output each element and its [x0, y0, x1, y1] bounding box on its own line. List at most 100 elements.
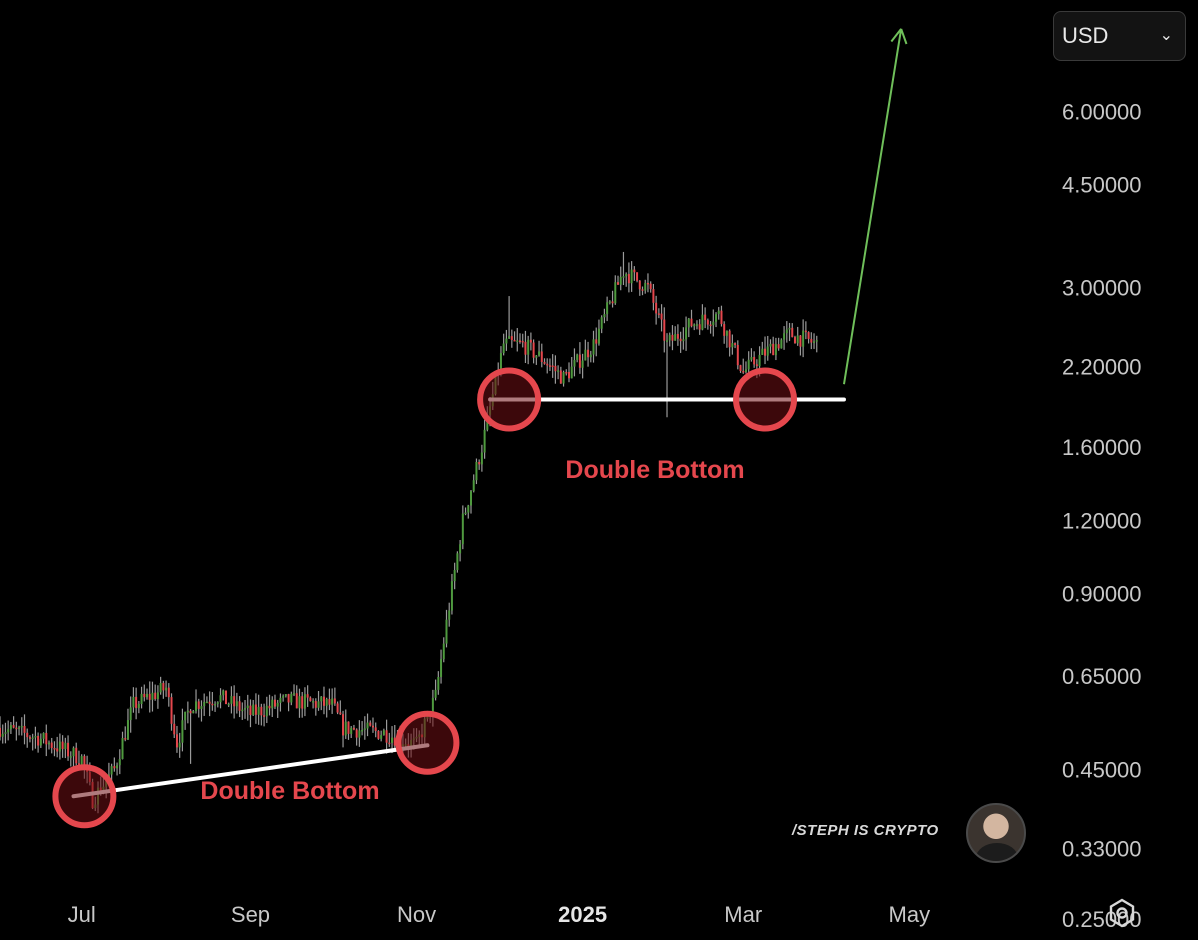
- y-tick-label: 0.65000: [1062, 664, 1142, 689]
- candle-down: [28, 737, 31, 739]
- candle-up: [758, 354, 761, 367]
- candle-down: [638, 280, 641, 290]
- candle-down: [377, 730, 380, 739]
- candle-up: [608, 301, 611, 303]
- candle-up: [701, 314, 704, 330]
- candle-down: [772, 343, 775, 356]
- candle-down: [263, 715, 266, 717]
- candle-down: [393, 737, 396, 746]
- x-tick-label: Mar: [724, 902, 762, 927]
- candle-down: [208, 701, 211, 704]
- y-tick-label: 3.00000: [1062, 275, 1142, 300]
- candle-up: [619, 276, 622, 285]
- candle-down: [546, 363, 549, 366]
- candle-down: [807, 332, 810, 339]
- candle-up: [508, 336, 511, 339]
- candle-down: [45, 732, 48, 745]
- candle-down: [369, 722, 372, 726]
- candle-up: [625, 274, 628, 277]
- candle-down: [273, 699, 276, 707]
- currency-selector[interactable]: USD ⌄: [1053, 11, 1186, 61]
- double-bottom-circle: [733, 367, 798, 432]
- candle-up: [298, 696, 301, 709]
- arrow-head: [890, 28, 902, 43]
- candle-up: [461, 513, 464, 545]
- candle-down: [617, 282, 620, 285]
- candle-up: [184, 711, 187, 721]
- candle-up: [600, 317, 603, 329]
- candle-up: [682, 339, 685, 342]
- candle-up: [361, 729, 364, 732]
- candle-up: [573, 359, 576, 367]
- candle-down: [736, 344, 739, 366]
- price-axis[interactable]: 8.000006.000004.500003.000002.200001.600…: [1062, 26, 1142, 932]
- candle-up: [58, 741, 61, 752]
- candle-up: [584, 349, 587, 361]
- candle-down: [671, 334, 674, 341]
- candle-up: [363, 728, 366, 730]
- candle-up: [603, 314, 606, 318]
- candle-up: [9, 725, 12, 730]
- candle-up: [445, 619, 448, 644]
- candle-down: [342, 714, 345, 736]
- candle-up: [252, 704, 255, 716]
- candle-up: [350, 727, 353, 734]
- candle-up: [137, 703, 140, 709]
- candle-down: [568, 372, 571, 379]
- candle-up: [382, 730, 385, 736]
- candle-up: [126, 720, 129, 740]
- candle-up: [630, 269, 633, 284]
- candle-up: [695, 324, 698, 326]
- candle-up: [317, 701, 320, 708]
- candle-down: [655, 302, 658, 314]
- candle-down: [739, 365, 742, 371]
- candle-up: [195, 701, 198, 712]
- settings-icon[interactable]: [1106, 897, 1138, 929]
- projection-arrow: [842, 28, 908, 385]
- candle-down: [627, 274, 630, 284]
- double-bottom-label-2: Double Bottom: [565, 456, 744, 484]
- double-bottom-circle: [395, 710, 460, 775]
- candle-up: [785, 329, 788, 334]
- y-tick-label: 2.20000: [1062, 354, 1142, 379]
- candle-up: [192, 711, 195, 714]
- candle-down: [0, 727, 1, 737]
- candle-up: [505, 338, 508, 344]
- candle-up: [227, 703, 230, 706]
- candle-up: [303, 694, 306, 709]
- candle-up: [42, 732, 45, 739]
- candle-up: [597, 328, 600, 344]
- candle-up: [431, 697, 434, 716]
- candle-down: [249, 705, 252, 716]
- candle-down: [77, 763, 80, 765]
- candle-down: [641, 289, 644, 291]
- candle-up: [589, 354, 592, 358]
- candle-down: [565, 372, 568, 374]
- candle-up: [200, 706, 203, 709]
- time-axis[interactable]: Jul Sep Nov 2025 Mar May: [68, 902, 930, 927]
- candle-down: [328, 699, 331, 705]
- candle-up: [527, 339, 530, 355]
- candle-up: [693, 324, 696, 327]
- candle-up: [34, 735, 37, 738]
- candle-up: [1, 733, 4, 737]
- double-bottom-circle: [477, 367, 542, 432]
- candle-up: [20, 725, 23, 728]
- candle-up: [502, 343, 505, 354]
- candle-down: [306, 694, 309, 698]
- candle-up: [222, 690, 225, 696]
- candle-up: [290, 693, 293, 703]
- candle-down: [254, 704, 257, 715]
- candle-down: [595, 339, 598, 344]
- candle-up: [538, 351, 541, 356]
- candle-down: [167, 687, 170, 698]
- candle-up: [241, 709, 244, 712]
- candle-up: [320, 696, 323, 702]
- candle-down: [679, 338, 682, 342]
- candle-down: [543, 361, 546, 364]
- double-bottom-label-1: Double Bottom: [200, 777, 379, 805]
- candle-up: [712, 321, 715, 326]
- candle-down: [388, 742, 391, 745]
- candle-up: [151, 692, 154, 700]
